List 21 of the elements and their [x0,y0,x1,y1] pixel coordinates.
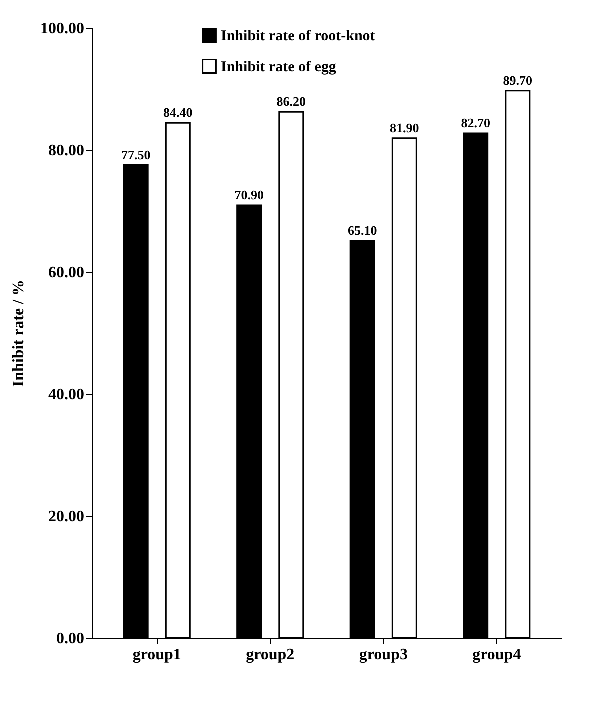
x-tick-label: group1 [132,646,182,664]
x-tick-label: group3 [359,646,408,664]
legend-label: Inhibit rate of egg [221,60,337,76]
y-tick-label: 100.00 [40,20,84,38]
data-label: 81.90 [390,120,420,136]
y-tick-label: 0.00 [56,630,84,648]
x-tick-label: group2 [246,646,295,664]
data-label: 70.90 [234,188,264,203]
data-label: 86.20 [276,94,306,110]
legend-label: Inhibit rate of root-knot [221,28,376,44]
data-label: 65.10 [348,222,378,238]
data-label: 89.70 [503,72,533,88]
y-tick-label: 60.00 [48,264,84,282]
y-tick-label: 40.00 [48,386,84,404]
data-label: 77.50 [121,147,151,162]
y-tick-label: 20.00 [48,508,84,526]
x-tick-label: group4 [472,646,522,664]
data-label: 84.40 [164,105,193,120]
data-label: 82.70 [461,116,490,131]
y-tick-label: 80.00 [48,142,84,160]
y-axis-title: Inhibit rate / % [10,280,28,388]
